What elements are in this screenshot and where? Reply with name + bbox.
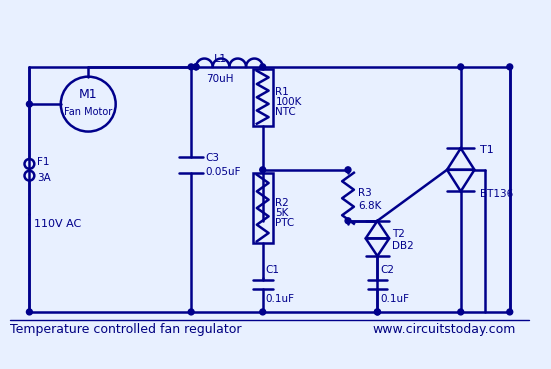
Text: C1: C1 [266, 265, 280, 275]
Text: T1: T1 [480, 145, 494, 155]
Text: 0.1uF: 0.1uF [380, 294, 409, 304]
Text: T2: T2 [392, 228, 405, 238]
Text: 100K: 100K [276, 97, 302, 107]
Text: www.circuitstoday.com: www.circuitstoday.com [372, 323, 516, 336]
Circle shape [193, 64, 199, 70]
Circle shape [458, 64, 464, 70]
Text: R1: R1 [276, 87, 289, 97]
Text: L1: L1 [214, 54, 227, 64]
Circle shape [375, 309, 380, 315]
Text: NTC: NTC [276, 107, 296, 117]
Text: Fan Motor: Fan Motor [64, 107, 112, 117]
Text: 5K: 5K [276, 208, 289, 218]
Circle shape [188, 309, 194, 315]
Text: 110V AC: 110V AC [34, 219, 82, 229]
Circle shape [188, 64, 194, 70]
Text: BT136: BT136 [480, 189, 514, 199]
Circle shape [458, 309, 464, 315]
Circle shape [507, 64, 512, 70]
Text: 70uH: 70uH [206, 74, 234, 84]
Circle shape [26, 309, 33, 315]
Circle shape [260, 167, 266, 173]
Bar [253, 173, 273, 243]
Text: M1: M1 [79, 88, 98, 101]
Text: F1: F1 [37, 157, 50, 167]
Circle shape [193, 64, 199, 70]
Circle shape [345, 218, 351, 224]
Text: 0.05uF: 0.05uF [205, 167, 240, 177]
Circle shape [345, 167, 351, 173]
Circle shape [507, 309, 512, 315]
Bar [253, 69, 273, 126]
Text: 0.1uF: 0.1uF [266, 294, 295, 304]
Text: Temperature controlled fan regulator: Temperature controlled fan regulator [10, 323, 241, 336]
Circle shape [260, 64, 266, 70]
Text: C3: C3 [205, 153, 219, 163]
Text: 3A: 3A [37, 173, 51, 183]
Text: R3: R3 [358, 188, 371, 198]
Circle shape [375, 309, 380, 315]
Circle shape [26, 101, 33, 107]
Text: PTC: PTC [276, 218, 295, 228]
Text: R2: R2 [276, 198, 289, 208]
Text: C2: C2 [380, 265, 395, 275]
Text: 6.8K: 6.8K [358, 201, 381, 211]
Circle shape [260, 309, 266, 315]
Text: DB2: DB2 [392, 241, 414, 251]
